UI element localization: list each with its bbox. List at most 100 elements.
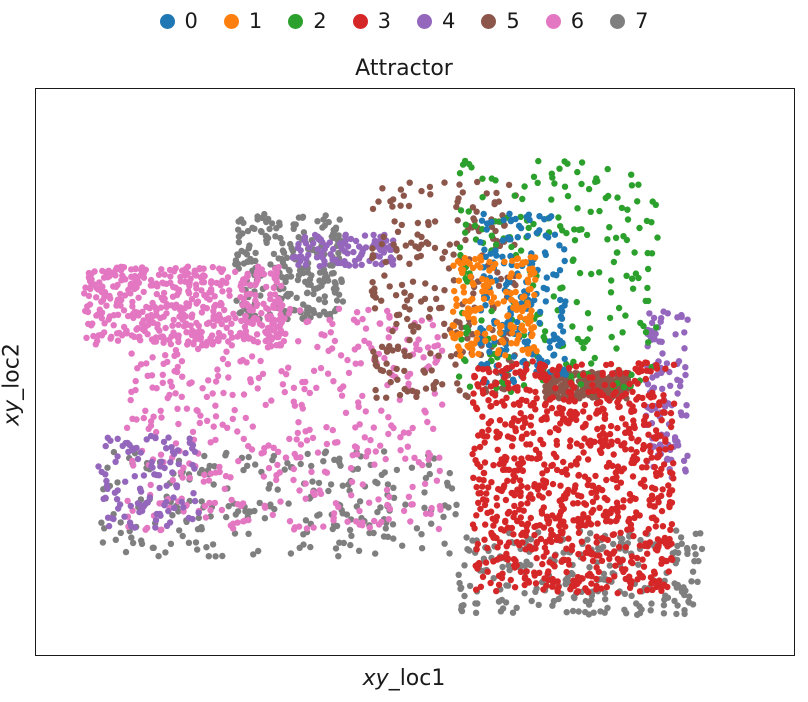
point-7 (279, 247, 287, 254)
point-7 (295, 272, 303, 279)
legend-item-4: 4 (417, 9, 455, 33)
point-7 (332, 545, 340, 552)
point-6 (370, 424, 377, 431)
point-6 (427, 510, 434, 518)
point-3 (471, 373, 479, 380)
point-6 (405, 380, 412, 387)
point-6 (203, 320, 211, 327)
point-7 (332, 226, 339, 233)
point-6 (428, 504, 435, 512)
legend-item-6: 6 (545, 9, 584, 33)
point-1 (527, 317, 534, 325)
point-5 (382, 258, 389, 266)
point-4 (149, 464, 156, 471)
point-5 (474, 178, 481, 186)
point-6 (338, 392, 346, 399)
point-4 (163, 482, 170, 489)
point-6 (174, 405, 181, 412)
point-6 (147, 276, 155, 284)
point-4 (646, 310, 653, 317)
point-1 (517, 313, 524, 321)
point-6 (321, 332, 328, 339)
point-6 (103, 302, 110, 309)
point-4 (667, 382, 674, 389)
point-3 (523, 441, 530, 448)
point-3 (594, 407, 601, 414)
point-3 (574, 499, 581, 507)
point-3 (482, 521, 489, 528)
point-6 (181, 305, 188, 312)
point-7 (112, 536, 120, 543)
point-3 (477, 489, 484, 497)
point-6 (436, 454, 443, 461)
point-3 (527, 422, 534, 429)
point-6 (273, 333, 281, 341)
point-0 (503, 346, 510, 354)
point-6 (367, 436, 374, 444)
point-6 (345, 369, 353, 377)
point-6 (281, 388, 288, 396)
point-3 (574, 588, 582, 595)
point-6 (324, 370, 332, 377)
point-4 (163, 445, 170, 452)
point-3 (595, 568, 602, 575)
point-6 (359, 519, 366, 526)
point-6 (132, 377, 139, 385)
point-2 (620, 383, 628, 391)
point-6 (371, 461, 378, 468)
point-3 (587, 521, 595, 528)
point-6 (193, 407, 200, 414)
point-3 (667, 409, 675, 417)
point-3 (650, 514, 657, 521)
point-3 (504, 379, 512, 387)
point-6 (92, 341, 99, 348)
point-5 (464, 335, 471, 342)
point-7 (308, 462, 315, 470)
point-7 (279, 240, 286, 247)
point-3 (633, 509, 640, 516)
point-5 (401, 303, 408, 310)
point-6 (242, 414, 249, 422)
point-1 (466, 308, 473, 316)
point-6 (277, 326, 284, 334)
point-6 (164, 394, 171, 402)
point-2 (584, 310, 592, 317)
point-6 (212, 436, 219, 444)
point-1 (469, 279, 476, 287)
point-7 (252, 461, 259, 468)
point-3 (578, 361, 585, 368)
point-1 (474, 262, 481, 269)
point-7 (320, 308, 328, 315)
point-6 (353, 444, 360, 451)
point-0 (561, 257, 568, 265)
point-1 (471, 255, 479, 263)
point-5 (387, 378, 394, 386)
point-6 (224, 360, 232, 368)
point-2 (457, 207, 465, 214)
point-6 (296, 487, 303, 494)
point-1 (532, 276, 539, 283)
point-6 (229, 525, 237, 532)
point-3 (540, 586, 547, 593)
point-5 (383, 360, 390, 367)
point-0 (524, 338, 531, 345)
point-2 (559, 227, 566, 234)
point-6 (386, 505, 394, 513)
point-6 (188, 379, 195, 386)
point-4 (659, 350, 666, 357)
point-0 (485, 341, 493, 349)
point-6 (236, 329, 244, 337)
point-3 (662, 446, 669, 453)
point-6 (157, 407, 164, 414)
point-3 (476, 443, 484, 451)
point-7 (155, 552, 162, 560)
point-1 (475, 350, 482, 358)
point-6 (271, 275, 278, 282)
point-7 (441, 502, 448, 509)
legend-swatch-0 (159, 13, 175, 29)
point-7 (569, 607, 577, 615)
point-6 (214, 372, 222, 380)
point-6 (130, 462, 137, 469)
point-6 (240, 391, 248, 398)
point-3 (560, 458, 567, 466)
